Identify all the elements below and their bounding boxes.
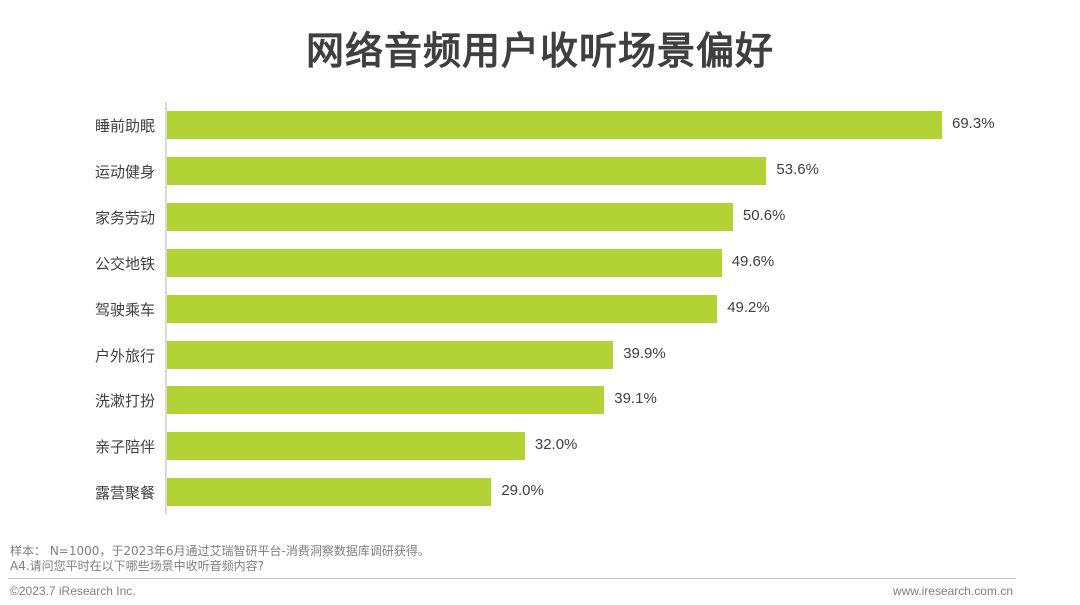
bar-row: 家务劳动 50.6% [0,202,1080,231]
value-label: 39.9% [623,344,666,362]
category-label: 驾驶乘车 [94,300,155,319]
sample-note: 样本： N=1000，于2023年6月通过艾瑞智研平台-消费洞察数据库调研获得。 [10,544,430,558]
question-note: A4.请问您平时在以下哪些场景中收听音频内容? [10,559,265,573]
bar-row: 公交地铁 49.6% [0,248,1080,277]
category-label: 运动健身 [94,162,155,181]
value-label: 39.1% [614,390,657,408]
value-label: 69.3% [952,115,995,132]
category-label: 亲子陪伴 [94,438,155,457]
bar-row: 洗漱打扮 39.1% [0,386,1080,415]
value-label: 50.6% [742,206,786,224]
bar [167,202,733,231]
value-label: 32.0% [534,436,578,454]
chart-title: 网络音频用户收听场景偏好 [305,29,774,73]
website-link[interactable]: www.iresearch.com.cn [892,584,1013,598]
y-axis-line [165,102,167,514]
value-label: 49.6% [731,252,775,270]
bar [167,294,718,323]
bar-row: 运动健身 53.6% [0,156,1080,185]
category-label: 户外旅行 [94,346,155,365]
bar [167,432,525,461]
bar [167,340,614,369]
bar-row: 露营聚餐 29.0% [0,478,1080,507]
copyright: ©2023.7 iResearch Inc. [10,584,136,598]
bar [167,386,605,415]
bar [167,156,767,185]
bar [167,111,942,139]
bar-row: 驾驶乘车 49.2% [0,294,1080,323]
bar [167,248,722,277]
footer-divider [8,578,1016,579]
category-label: 家务劳动 [94,208,155,227]
value-label: 49.2% [727,298,770,316]
value-label: 53.6% [776,160,819,178]
category-label: 露营聚餐 [94,484,155,503]
bar-row: 亲子陪伴 32.0% [0,432,1080,461]
category-label: 睡前助眠 [94,117,155,135]
value-label: 29.0% [501,482,544,500]
bar-row: 睡前助眠 69.3% [0,111,1080,139]
bar [167,478,492,507]
bar-row: 户外旅行 39.9% [0,340,1080,369]
category-label: 公交地铁 [94,254,155,273]
category-label: 洗漱打扮 [94,392,155,411]
